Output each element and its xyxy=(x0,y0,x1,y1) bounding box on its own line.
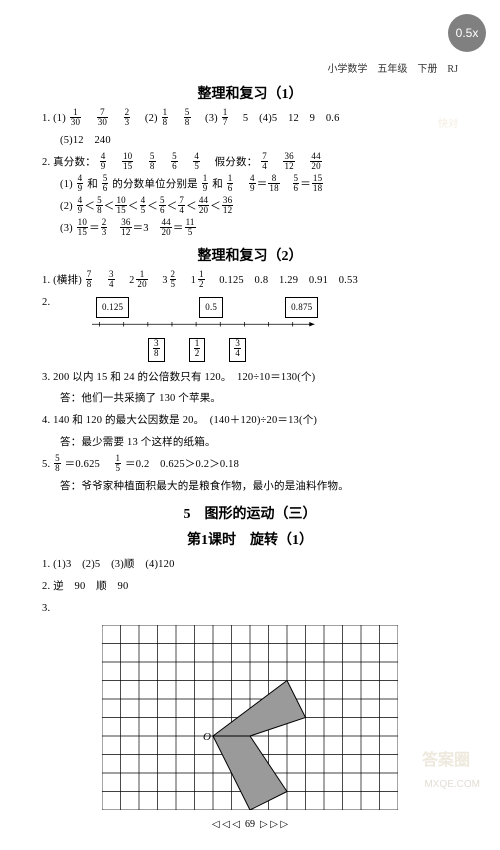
page-header: 小学数学 五年级 下册 RJ xyxy=(42,60,458,75)
section3-title-b: 第1课时 旋转（1） xyxy=(42,529,458,549)
s2-q3b: 答：他们一共采摘了 130 个苹果。 xyxy=(42,389,458,409)
s1-line1b: (5)12 240 xyxy=(42,131,458,151)
page-number: ◁ ◁ ◁ 69 ▷ ▷ ▷ xyxy=(42,819,458,830)
s3-q1: 1. (1)3 (2)5 (3)顺 (4)120 xyxy=(42,555,458,575)
s1-line2: 2. 真分数： 49 1015 58 56 45 假分数： 74 3612 44… xyxy=(42,153,458,173)
s2-q4b: 答：最少需要 13 个这样的纸箱。 xyxy=(42,433,458,453)
section2-title: 整理和复习（2） xyxy=(42,245,458,265)
page-content: 小学数学 五年级 下册 RJ 整理和复习（1） 1. (1) 130 730 2… xyxy=(0,0,500,850)
watermark: 答案圈 xyxy=(422,746,470,770)
s3-q2: 2. 逆 90 顺 90 xyxy=(42,577,458,597)
section3-title-a: 5 图形的运动（三） xyxy=(42,503,458,523)
s1-line4: (2) 49＜58＜1015＜45＜56＜74＜4420＜3612 xyxy=(42,197,458,217)
rotation-grid: O xyxy=(102,625,458,813)
s2-q5d: 答：爷爷家种植面积最大的是粮食作物，最小的是油料作物。 xyxy=(42,477,458,497)
s1-line1: 1. (1) 130 730 23 (2) 18 58 (3) 17 5 (4)… xyxy=(42,109,458,129)
s3-q3: 3. xyxy=(42,599,458,619)
s2-q4a: 4. 140 和 120 的最大公因数是 20。 (140＋120)÷20＝13… xyxy=(42,411,458,431)
number-line xyxy=(92,319,318,330)
watermark-small: 快对 xyxy=(438,115,458,130)
s1-line3: (1) 49 和 56 的分数单位分别是 19 和 16 49＝818 56＝1… xyxy=(42,175,458,195)
s2-numline: 2. 0.125 0.5 0.875 38 xyxy=(42,293,458,366)
site-watermark: MXQE.COM xyxy=(424,779,480,790)
s2-q3a: 3. 200 以内 15 和 24 的公倍数只有 120。 120÷10＝130… xyxy=(42,368,458,388)
s2-q5: 5. 58 ＝0.625 15 ＝0.2 0.625＞0.2＞0.18 xyxy=(42,455,458,475)
svg-text:O: O xyxy=(203,731,211,743)
section1-title: 整理和复习（1） xyxy=(42,83,458,103)
s1-line5: (3) 1015＝23 3612＝3 4420＝115 xyxy=(42,219,458,239)
s2-line1: 1. (横排) 78 34 2120 325 112 0.125 0.8 1.2… xyxy=(42,271,458,291)
